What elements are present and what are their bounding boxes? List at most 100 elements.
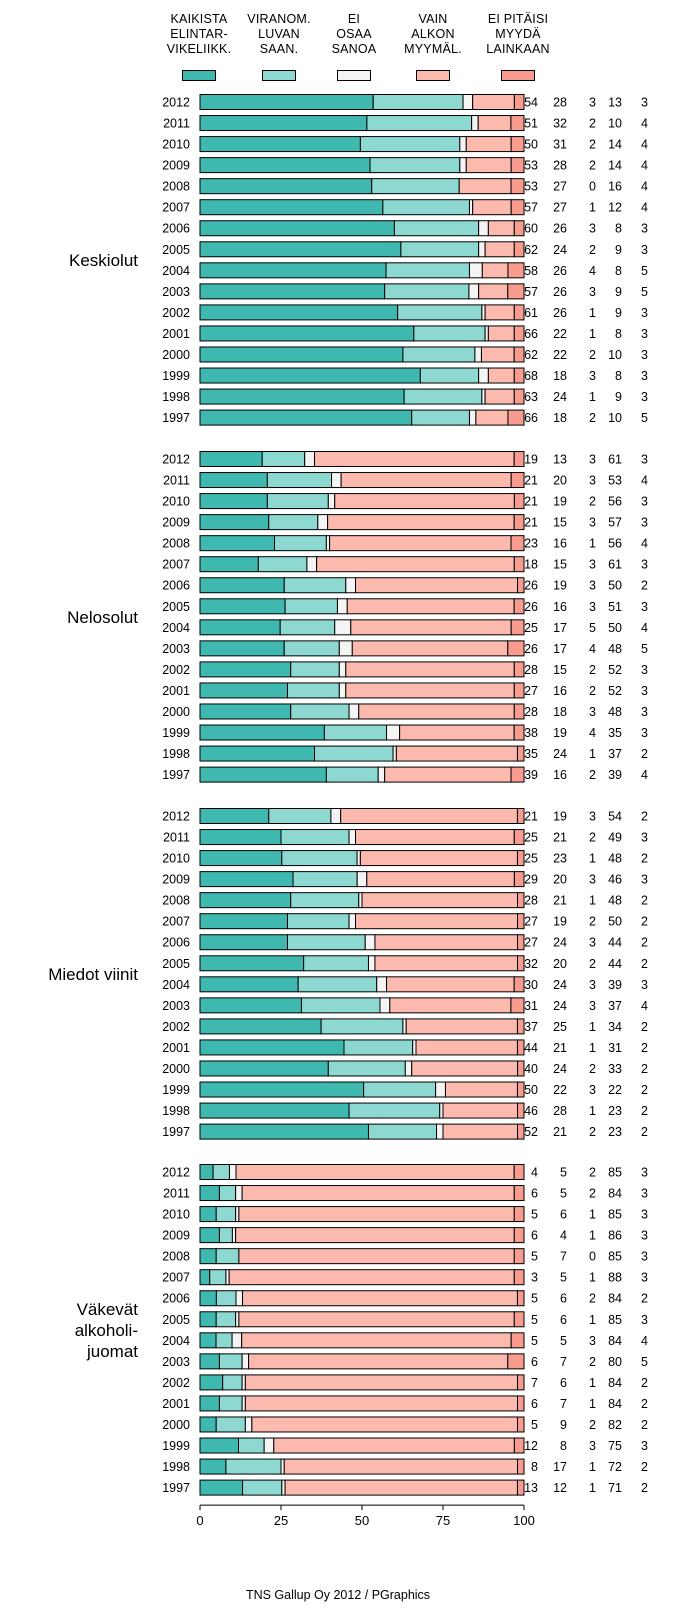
bar-segment — [513, 829, 525, 846]
value-label: 57 — [608, 516, 622, 530]
value-label: 21 — [524, 474, 538, 488]
value-label: 19 — [553, 579, 567, 593]
value-label: 3 — [641, 1229, 648, 1243]
bar-segment — [263, 1437, 275, 1454]
bar-segment — [297, 976, 378, 993]
value-label: 26 — [553, 264, 567, 278]
value-label: 4 — [641, 999, 648, 1013]
value-label: 2 — [589, 663, 596, 677]
year-label: 2012 — [162, 810, 190, 824]
bar-segment — [316, 556, 515, 573]
bar-segment — [290, 703, 350, 720]
year-label: 2009 — [162, 1229, 190, 1243]
bar-segment — [228, 1269, 515, 1286]
value-label: 21 — [553, 1041, 567, 1055]
value-label: 1 — [589, 1041, 596, 1055]
value-label: 4 — [641, 768, 648, 782]
bar-segment — [513, 451, 525, 467]
value-label: 1 — [589, 747, 596, 761]
value-label: 22 — [608, 1083, 622, 1097]
bar-segment — [235, 1164, 515, 1180]
bar-segment — [513, 556, 525, 573]
bar-segment — [513, 1206, 525, 1223]
value-label: 57 — [524, 285, 538, 299]
bar-segment — [513, 598, 525, 615]
year-label: 2000 — [162, 1418, 190, 1432]
bar-segment — [465, 157, 512, 174]
value-label: 8 — [615, 369, 622, 383]
bar-segment — [199, 220, 395, 237]
value-label: 3 — [589, 810, 596, 824]
value-label: 12 — [524, 1439, 538, 1453]
bar-segment — [415, 1039, 518, 1056]
bar-segment — [244, 1374, 519, 1391]
bar-segment — [238, 1206, 515, 1223]
bar-segment — [516, 850, 525, 867]
value-label: 4 — [641, 537, 648, 551]
bar-segment — [215, 1248, 240, 1265]
bar-segment — [477, 115, 512, 132]
value-label: 9 — [560, 1418, 567, 1432]
value-label: 30 — [524, 978, 538, 992]
value-label: 37 — [608, 999, 622, 1013]
value-label: 3 — [641, 1208, 648, 1222]
credit-text: TNS Gallup Oy 2012 / PGraphics — [245, 1588, 431, 1602]
bar-segment — [199, 808, 270, 824]
bar-segment — [384, 283, 470, 300]
bar-segment — [413, 325, 486, 342]
bar-segment — [268, 808, 332, 824]
value-label: 2 — [589, 768, 596, 782]
value-label: 84 — [608, 1376, 622, 1390]
value-label: 2 — [589, 411, 596, 425]
bar-segment — [510, 535, 525, 552]
value-label: 3 — [641, 558, 648, 572]
value-label: 3 — [589, 936, 596, 950]
value-label: 6 — [560, 1292, 567, 1306]
year-label: 1997 — [162, 1125, 190, 1139]
bar-segment — [510, 115, 525, 132]
value-label: 61 — [608, 453, 622, 467]
bar-segment — [513, 493, 525, 510]
value-label: 61 — [608, 558, 622, 572]
value-label: 62 — [524, 348, 538, 362]
value-label: 28 — [524, 663, 538, 677]
legend-swatch — [262, 70, 296, 81]
bar-segment — [513, 661, 525, 678]
year-label: 2010 — [162, 1208, 190, 1222]
bar-segment — [199, 598, 286, 615]
bar-segment — [517, 577, 525, 594]
x-tick-label: 0 — [196, 1513, 203, 1528]
bar-segment — [340, 808, 518, 824]
bar-segment — [228, 1164, 237, 1180]
value-label: 3 — [589, 453, 596, 467]
value-label: 1 — [589, 1397, 596, 1411]
bar-segment — [517, 892, 525, 909]
bar-segment — [507, 283, 525, 300]
value-label: 10 — [608, 348, 622, 362]
bar-segment — [384, 766, 512, 783]
value-label: 1 — [589, 1020, 596, 1034]
bar-segment — [286, 682, 340, 699]
value-label: 21 — [524, 516, 538, 530]
value-label: 1 — [589, 1208, 596, 1222]
bar-segment — [478, 367, 489, 384]
bar-segment — [513, 703, 525, 720]
bar-segment — [199, 913, 288, 930]
value-label: 6 — [531, 1355, 538, 1369]
value-label: 8 — [531, 1460, 538, 1474]
value-label: 34 — [608, 1020, 622, 1034]
bar-segment — [510, 199, 525, 216]
bar-segment — [199, 115, 368, 132]
value-label: 3 — [589, 873, 596, 887]
value-label: 2 — [641, 852, 648, 866]
bar-segment — [199, 199, 384, 216]
year-label: 2008 — [162, 180, 190, 194]
legend-label: KAIKISTA ELINTAR- VIKELIIKK. — [166, 12, 232, 56]
year-label: 2002 — [162, 663, 190, 677]
bar-segment — [356, 871, 368, 888]
bar-segment — [235, 1227, 515, 1244]
year-label: 2005 — [162, 1313, 190, 1327]
value-label: 3 — [641, 306, 648, 320]
value-label: 4 — [641, 117, 648, 131]
year-label: 2011 — [163, 474, 190, 488]
